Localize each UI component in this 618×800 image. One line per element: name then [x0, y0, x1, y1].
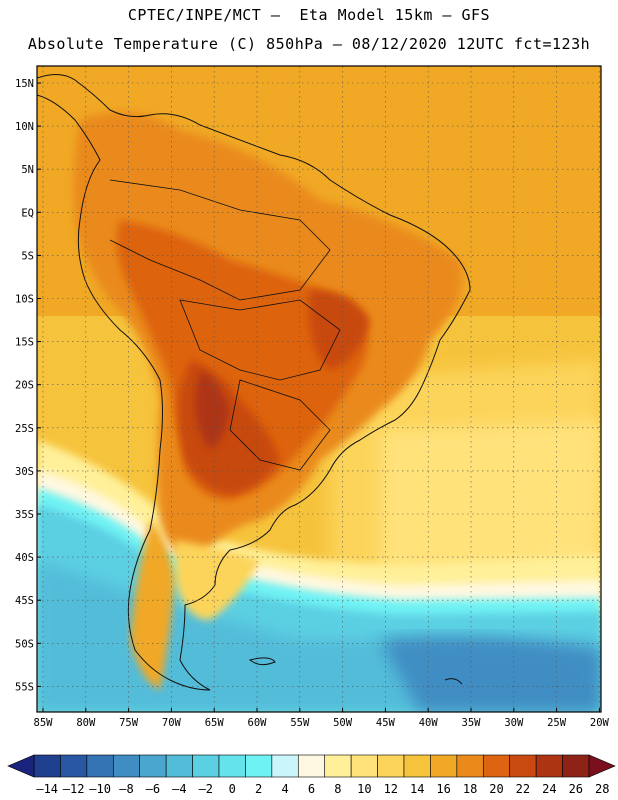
lat-label: 45S	[15, 595, 34, 607]
colorbar-swatch	[112, 754, 141, 778]
colorbar-swatch	[482, 754, 511, 778]
colorbar-label: 18	[463, 782, 477, 796]
lat-label: 5N	[21, 164, 34, 176]
latitude-labels: 15N 10N 5N EQ 5S 10S 15S 20S 25S 30S 35S 40S 45S 50S 5…	[15, 78, 41, 693]
colorbar-under-arrow	[7, 754, 35, 778]
lon-label: 65W	[205, 717, 225, 729]
colorbar-label: –12	[63, 782, 85, 796]
colorbar-label: 12	[384, 782, 398, 796]
south-america-coast	[37, 74, 471, 691]
colorbar: –14 –12 –10 –8 –6 –4 –2 0 2 4 6 8 10 12 14 16 18 20 22 24 26…	[7, 754, 616, 796]
lat-label: EQ	[21, 207, 34, 219]
lat-label: 40S	[15, 552, 34, 564]
colorbar-label: 20	[489, 782, 503, 796]
chart-title: CPTEC/INPE/MCT – Eta Model 15km – GFS	[127, 6, 491, 24]
lat-label: 5S	[21, 250, 34, 262]
colorbar-label: 6	[308, 782, 315, 796]
colorbar-label: –6	[146, 782, 160, 796]
colorbar-swatch	[535, 754, 563, 778]
colorbar-over-arrow	[588, 754, 616, 778]
field-patagonia-east	[175, 540, 260, 620]
colorbar-swatch	[271, 754, 299, 778]
falklands	[248, 657, 276, 666]
field-coldest-ocean	[380, 636, 601, 712]
colorbar-swatch	[403, 754, 431, 778]
lon-label: 60W	[248, 717, 268, 729]
coastlines	[37, 74, 471, 691]
lon-label: 30W	[504, 717, 524, 729]
colorbar-swatch	[324, 754, 352, 778]
lat-label: 10S	[15, 294, 34, 306]
colorbar-swatch	[60, 754, 88, 778]
lon-label: 40W	[419, 717, 439, 729]
lat-label: 20S	[15, 380, 34, 392]
lon-label: 35W	[462, 717, 482, 729]
colorbar-label: 4	[281, 782, 288, 796]
colorbar-swatch	[297, 754, 326, 778]
colorbar-label: 10	[357, 782, 371, 796]
longitude-labels: 85W 80W 75W 70W 65W 60W 55W 50W 45W 40W 35W 30W 25W 2…	[34, 708, 610, 729]
colorbar-swatch	[350, 754, 378, 778]
northern-borders	[109, 179, 331, 301]
lat-label: 30S	[15, 466, 34, 478]
colorbar-label: –14	[36, 782, 58, 796]
lon-label: 50W	[333, 717, 353, 729]
colorbar-swatch	[139, 754, 167, 778]
colorbar-swatch	[245, 754, 273, 778]
lat-label: 10N	[15, 121, 34, 133]
colorbar-swatch	[192, 754, 220, 778]
colorbar-label: 16	[436, 782, 450, 796]
colorbar-swatch	[33, 754, 61, 778]
lat-label: 55S	[15, 681, 34, 693]
lat-label: 15N	[15, 78, 34, 90]
lon-label: 55W	[290, 717, 310, 729]
lon-label: 20W	[590, 717, 610, 729]
colorbar-label: 26	[569, 782, 583, 796]
colorbar-swatch	[218, 754, 246, 778]
colorbar-swatch	[562, 754, 590, 778]
colorbar-label: 2	[255, 782, 262, 796]
colorbar-label: 24	[542, 782, 556, 796]
lat-label: 35S	[15, 509, 34, 521]
colorbar-label: –8	[119, 782, 133, 796]
colorbar-label: 28	[595, 782, 609, 796]
colorbar-label: –10	[89, 782, 111, 796]
colorbar-swatch	[430, 754, 458, 778]
colorbar-label: 14	[410, 782, 424, 796]
field-land-peak	[195, 370, 230, 450]
colorbar-swatch	[377, 754, 405, 778]
colorbar-swatch	[456, 754, 484, 778]
chart-subtitle: Absolute Temperature (C) 850hPa – 08/12/…	[27, 35, 591, 53]
lon-label: 45W	[376, 717, 396, 729]
plot-frame	[36, 65, 602, 713]
lon-label: 25W	[547, 717, 567, 729]
field-patagonia-west	[130, 520, 175, 690]
colorbar-label: –2	[199, 782, 213, 796]
colorbar-label: 0	[229, 782, 236, 796]
field-east-warmish	[380, 420, 601, 580]
colorbar-swatch	[86, 754, 114, 778]
grid	[37, 66, 601, 712]
temperature-field	[37, 66, 601, 712]
lon-label: 75W	[119, 717, 139, 729]
lon-label: 80W	[76, 717, 96, 729]
lon-label: 70W	[162, 717, 182, 729]
lon-label: 85W	[34, 717, 54, 729]
colorbar-label: –4	[172, 782, 186, 796]
lat-label: 25S	[15, 423, 34, 435]
lat-label: 15S	[15, 337, 34, 349]
south-georgia	[444, 678, 463, 685]
southern-borders	[229, 379, 331, 471]
colorbar-swatch	[509, 754, 537, 778]
lat-label: 50S	[15, 638, 34, 650]
central-borders	[179, 299, 341, 381]
colorbar-swatch	[165, 754, 193, 778]
colorbar-label: 8	[334, 782, 341, 796]
colorbar-label: 22	[516, 782, 530, 796]
